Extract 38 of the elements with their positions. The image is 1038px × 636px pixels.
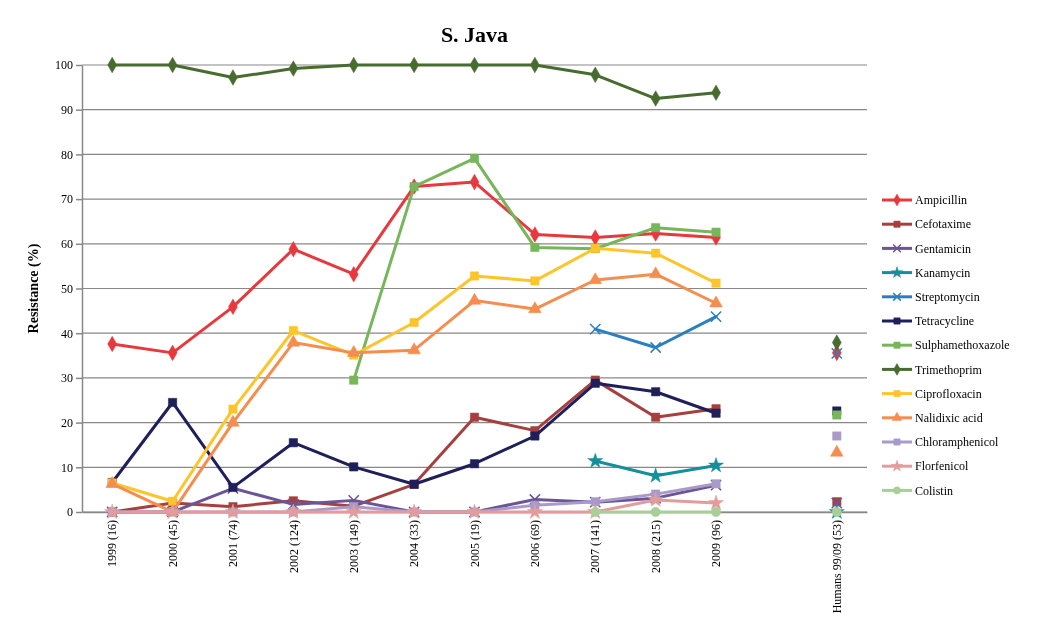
x-tick-label: Humans 99/09 (53) — [830, 520, 845, 614]
legend-label: Tetracycline — [915, 314, 975, 329]
y-tick-label: 10 — [61, 460, 73, 475]
legend-label: Chloramphenicol — [915, 435, 999, 450]
x-tick-label: 2004 (33) — [407, 520, 422, 567]
legend-label: Gentamicin — [915, 241, 971, 256]
x-tick-label: 2001 (74) — [226, 520, 241, 567]
x-tick-label: 2006 (69) — [528, 520, 543, 567]
y-tick-label: 60 — [61, 237, 73, 252]
legend-label: Sulphamethoxazole — [915, 338, 1010, 353]
legend-label: Ampicillin — [915, 193, 967, 208]
legend-label: Florfenicol — [915, 459, 969, 474]
x-tick-label: 2007 (141) — [588, 520, 603, 573]
y-tick-label: 90 — [61, 103, 73, 118]
x-tick-label: 2000 (45) — [165, 520, 180, 567]
legend-label: Cefotaxime — [915, 217, 971, 232]
y-axis-title: Resistance (%) — [26, 243, 42, 334]
y-tick-label: 50 — [61, 281, 73, 296]
x-tick-label: 2008 (215) — [648, 520, 663, 573]
y-tick-label: 80 — [61, 147, 73, 162]
legend-label: Ciprofloxacin — [915, 386, 982, 401]
y-tick-label: 70 — [61, 192, 73, 207]
y-tick-label: 20 — [61, 415, 73, 430]
x-tick-label: 2002 (124) — [286, 520, 301, 573]
legend-label: Nalidixic acid — [915, 411, 983, 425]
legend-label: Trimethoprim — [915, 362, 983, 377]
y-tick-label: 40 — [61, 326, 73, 341]
y-tick-label: 30 — [61, 371, 73, 386]
x-tick-label: 1999 (16) — [105, 520, 120, 567]
x-tick-label: 2005 (19) — [467, 520, 482, 567]
y-tick-label: 100 — [55, 58, 73, 73]
chart-title: S. Java — [440, 22, 509, 47]
x-tick-label: 2009 (96) — [709, 520, 724, 567]
legend-label: Streptomycin — [915, 290, 980, 304]
x-tick-label: 2003 (149) — [346, 520, 361, 573]
legend-label: Kanamycin — [915, 265, 971, 280]
legend-label: Colistin — [915, 483, 954, 498]
y-tick-label: 0 — [67, 505, 73, 520]
